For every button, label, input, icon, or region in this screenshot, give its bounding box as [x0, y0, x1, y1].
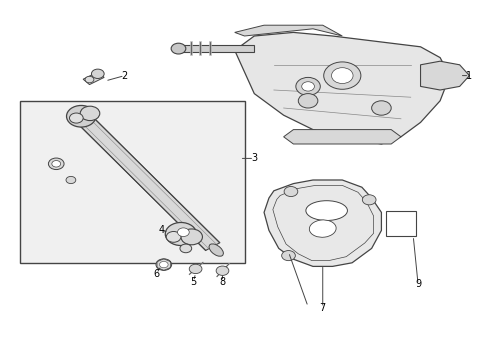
Circle shape — [166, 231, 181, 242]
Polygon shape — [264, 180, 381, 266]
Circle shape — [52, 161, 61, 167]
Circle shape — [159, 261, 168, 268]
Text: 3: 3 — [251, 153, 257, 163]
Circle shape — [80, 106, 100, 121]
Circle shape — [165, 222, 196, 246]
Polygon shape — [176, 45, 254, 52]
Text: 5: 5 — [190, 276, 196, 287]
Text: 2: 2 — [122, 71, 127, 81]
Circle shape — [171, 43, 185, 54]
Circle shape — [216, 266, 228, 275]
Text: 9: 9 — [414, 279, 420, 289]
Polygon shape — [234, 25, 342, 36]
Circle shape — [91, 69, 104, 78]
Polygon shape — [79, 117, 219, 251]
Circle shape — [281, 251, 295, 261]
Circle shape — [371, 101, 390, 115]
Text: 1: 1 — [466, 71, 471, 81]
Circle shape — [301, 82, 314, 91]
Text: 7: 7 — [319, 303, 325, 313]
Polygon shape — [283, 130, 400, 144]
Circle shape — [284, 186, 297, 197]
Circle shape — [66, 176, 76, 184]
Bar — [386, 211, 415, 236]
Circle shape — [331, 68, 352, 84]
Polygon shape — [420, 61, 468, 90]
Circle shape — [189, 264, 202, 274]
Circle shape — [85, 76, 94, 83]
Ellipse shape — [305, 201, 346, 220]
Circle shape — [66, 105, 96, 127]
Circle shape — [48, 158, 64, 170]
Circle shape — [156, 259, 171, 270]
Circle shape — [180, 244, 191, 253]
Circle shape — [69, 113, 83, 123]
Circle shape — [362, 195, 375, 205]
Bar — [20, 101, 244, 263]
Circle shape — [295, 77, 320, 95]
Text: 8: 8 — [219, 276, 225, 287]
Circle shape — [181, 229, 202, 245]
Text: 6: 6 — [153, 269, 159, 279]
Circle shape — [177, 228, 189, 237]
Circle shape — [298, 94, 317, 108]
Polygon shape — [234, 32, 449, 144]
Ellipse shape — [209, 244, 223, 256]
Text: 4: 4 — [158, 225, 164, 235]
Polygon shape — [83, 72, 104, 85]
Ellipse shape — [309, 220, 335, 237]
Circle shape — [323, 62, 360, 89]
